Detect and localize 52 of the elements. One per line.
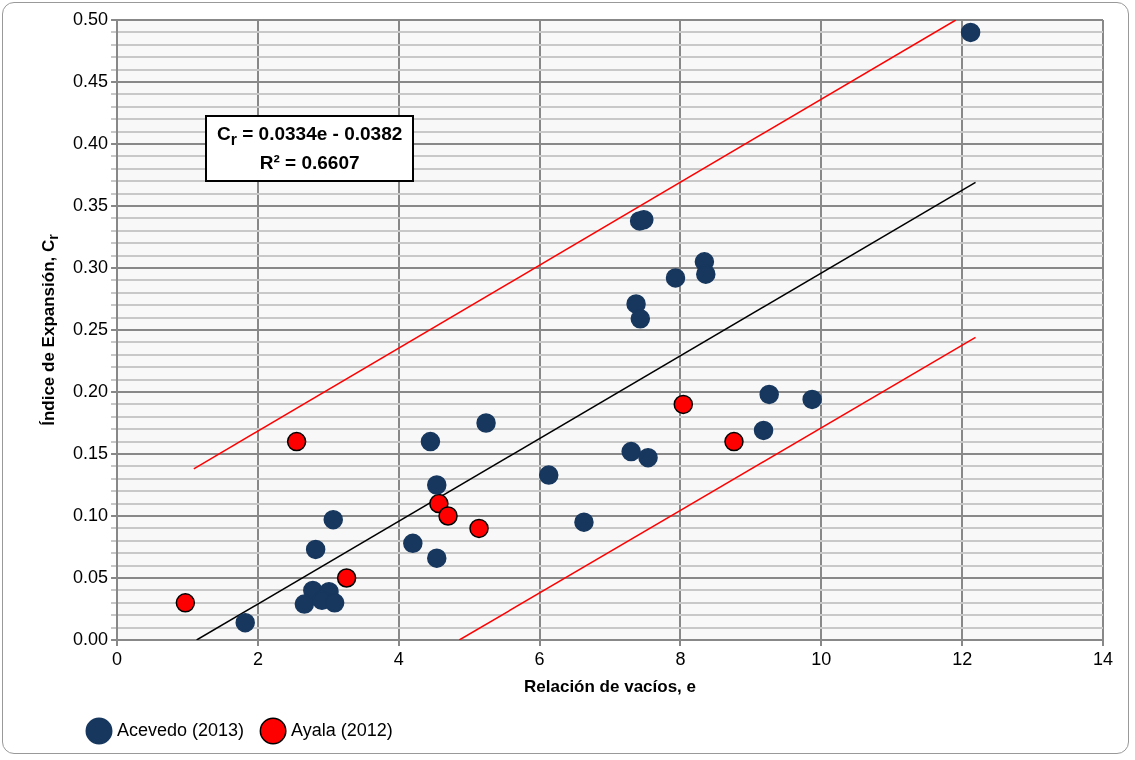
point xyxy=(673,394,694,415)
y-tick-label: 0.15 xyxy=(72,442,109,463)
x-tick-label: 6 xyxy=(534,648,545,669)
x-tick-label: 0 xyxy=(112,648,123,669)
point xyxy=(175,593,196,613)
point xyxy=(638,447,658,468)
y-tick-label: 0.50 xyxy=(72,8,109,29)
y-tick-label: 0.25 xyxy=(72,318,109,339)
y-tick-label: 0.10 xyxy=(72,504,109,525)
x-tick-label: 14 xyxy=(1092,648,1114,669)
point xyxy=(621,441,641,462)
point xyxy=(324,593,345,613)
point xyxy=(469,518,489,539)
y-tick-label: 0.05 xyxy=(72,566,109,587)
point xyxy=(696,264,716,284)
y-tick-label: 0.45 xyxy=(72,70,109,91)
point xyxy=(960,22,981,43)
point xyxy=(235,612,255,633)
point xyxy=(724,431,744,452)
point xyxy=(427,475,447,495)
point xyxy=(336,568,357,588)
annotation: R² = 0.6607 xyxy=(259,152,360,174)
point xyxy=(802,389,822,410)
point xyxy=(665,268,686,288)
point xyxy=(574,512,594,532)
x-tick-label: 10 xyxy=(811,648,832,669)
point xyxy=(294,594,315,614)
point xyxy=(753,420,774,441)
x-axis-title: Relación de vacíos, e xyxy=(524,677,696,697)
x-tick-label: 8 xyxy=(675,648,686,669)
y-tick-label: 0.40 xyxy=(72,132,109,153)
annotation: C$_{r}$ = 0.0334e - 0.0382 xyxy=(217,123,403,148)
x-tick-label: 4 xyxy=(393,648,404,669)
point xyxy=(286,431,307,452)
point xyxy=(438,506,458,526)
point xyxy=(476,413,496,433)
y-tick-label: 0.00 xyxy=(72,628,109,649)
point xyxy=(420,431,441,452)
y-tick-label: 0.35 xyxy=(72,194,109,215)
y-tick-label: 0.20 xyxy=(72,380,109,401)
point xyxy=(427,548,447,568)
point xyxy=(759,384,779,405)
point xyxy=(403,533,423,554)
x-tick-label: 2 xyxy=(252,648,263,669)
point xyxy=(630,309,651,329)
point xyxy=(323,509,343,530)
point xyxy=(539,465,559,485)
legend-label: Acevedo (2013) xyxy=(117,719,245,740)
point xyxy=(305,539,326,560)
y-tick-label: 0.30 xyxy=(72,256,109,277)
legend-label: Ayala (2012) xyxy=(291,719,393,740)
x-tick-label: 12 xyxy=(952,648,973,669)
